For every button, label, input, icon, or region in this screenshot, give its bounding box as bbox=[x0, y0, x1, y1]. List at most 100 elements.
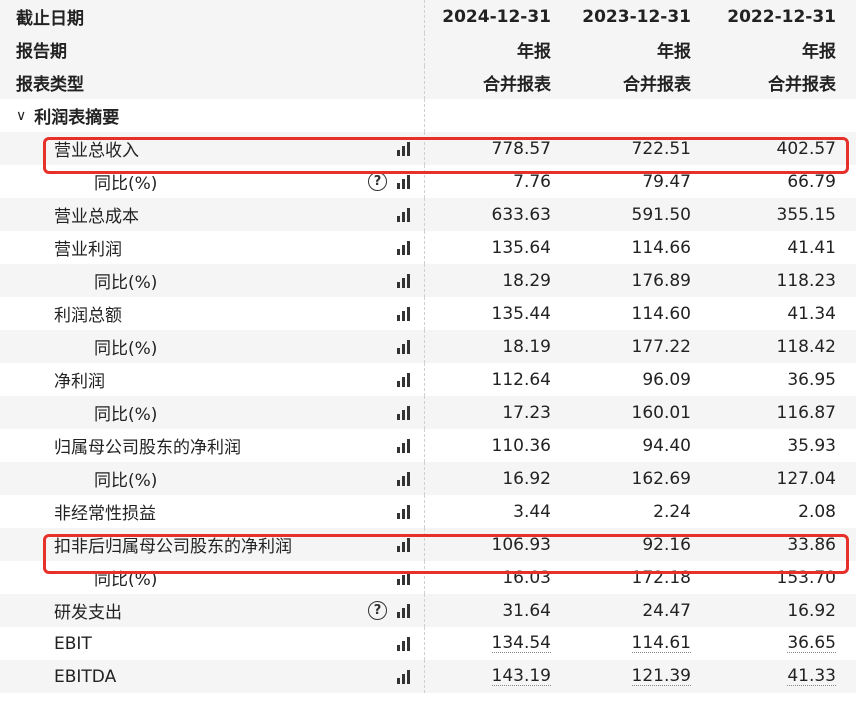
section-toggle-income-summary[interactable]: ∨ 利润表摘要 bbox=[0, 99, 856, 132]
cell-2022[interactable]: 41.33 bbox=[705, 660, 856, 693]
cell-value[interactable]: 114.61 bbox=[631, 633, 691, 653]
cell-value: 96.09 bbox=[642, 369, 691, 390]
help-icon[interactable]: ? bbox=[368, 601, 387, 620]
cell-value[interactable]: 143.19 bbox=[491, 666, 551, 686]
cell-value[interactable]: 134.54 bbox=[491, 633, 551, 653]
row-label: 非经常性损益 bbox=[0, 495, 425, 528]
row-label-text: 营业总收入 bbox=[54, 141, 139, 161]
cell-2024: 633.63 bbox=[425, 198, 565, 231]
row-label-text: 归属母公司股东的净利润 bbox=[54, 438, 241, 458]
row-label: 同比(%) bbox=[0, 396, 425, 429]
cell-value: 24.47 bbox=[642, 600, 691, 621]
cell-value: 112.64 bbox=[491, 369, 551, 390]
cell-2024[interactable]: 143.19 bbox=[425, 660, 565, 693]
bar-chart-icon[interactable] bbox=[397, 537, 410, 552]
bar-chart-icon[interactable] bbox=[397, 471, 410, 486]
cell-2024: 17.23 bbox=[425, 396, 565, 429]
help-icon[interactable]: ? bbox=[368, 172, 387, 191]
cell-value: 18.29 bbox=[502, 270, 551, 291]
cell-2022: 116.87 bbox=[705, 396, 856, 429]
cell-value: 94.40 bbox=[642, 435, 691, 456]
row-label: 营业总成本 bbox=[0, 198, 425, 231]
bar-chart-icon[interactable] bbox=[397, 339, 410, 354]
bar-chart-icon[interactable] bbox=[397, 603, 410, 618]
cell-2023: 176.89 bbox=[565, 264, 705, 297]
bar-chart-icon[interactable] bbox=[397, 207, 410, 222]
cell-value[interactable]: 41.33 bbox=[787, 666, 836, 686]
table-row: 同比(%) 18.19 177.22 118.42 bbox=[0, 330, 856, 363]
header-col-2023: 2023-12-31 bbox=[582, 6, 691, 27]
cell-value: 162.69 bbox=[631, 468, 691, 489]
cell-value: 591.50 bbox=[631, 204, 691, 225]
row-label: 同比(%) bbox=[0, 330, 425, 363]
bar-chart-icon[interactable] bbox=[397, 306, 410, 321]
bar-chart-icon[interactable] bbox=[397, 273, 410, 288]
header-label: 报表类型 bbox=[0, 66, 425, 99]
cell-value: 402.57 bbox=[776, 138, 836, 159]
cell-2023: 591.50 bbox=[565, 198, 705, 231]
cell-2023: 162.69 bbox=[565, 462, 705, 495]
cell-2024[interactable]: 134.54 bbox=[425, 627, 565, 660]
cell-value: 135.64 bbox=[491, 237, 551, 258]
bar-chart-icon[interactable] bbox=[397, 141, 410, 156]
cell-2024: 3.44 bbox=[425, 495, 565, 528]
cell-value: 177.22 bbox=[631, 336, 691, 357]
cell-value: 3.44 bbox=[513, 501, 551, 522]
row-label-text: 研发支出 bbox=[54, 603, 122, 623]
cell-2022: 2.08 bbox=[705, 495, 856, 528]
bar-chart-icon[interactable] bbox=[397, 372, 410, 387]
cell-value: 66.79 bbox=[787, 171, 836, 192]
bar-chart-icon[interactable] bbox=[397, 240, 410, 255]
chevron-down-icon[interactable]: ∨ bbox=[16, 107, 27, 124]
cell-2024: 112.64 bbox=[425, 363, 565, 396]
row-label-text: 非经常性损益 bbox=[54, 504, 156, 524]
bar-chart-icon[interactable] bbox=[397, 405, 410, 420]
bar-chart-icon[interactable] bbox=[397, 669, 410, 684]
cell-2024: 18.29 bbox=[425, 264, 565, 297]
table-row: EBITDA 143.19 121.39 41.33 bbox=[0, 660, 856, 693]
cell-value: 633.63 bbox=[491, 204, 551, 225]
row-label: 营业总收入 bbox=[0, 132, 425, 165]
cell-2022: 355.15 bbox=[705, 198, 856, 231]
cell-value: 106.93 bbox=[491, 534, 551, 555]
row-label-text: 营业利润 bbox=[54, 240, 122, 260]
cell-2022: 402.57 bbox=[705, 132, 856, 165]
header-col-2024: 2024-12-31 bbox=[442, 6, 551, 27]
bar-chart-icon[interactable] bbox=[397, 570, 410, 585]
table-row: EBIT 134.54 114.61 36.65 bbox=[0, 627, 856, 660]
section-label[interactable]: ∨ 利润表摘要 bbox=[0, 99, 425, 132]
bar-chart-icon[interactable] bbox=[397, 636, 410, 651]
row-label-text: 同比(%) bbox=[94, 570, 158, 590]
row-label-text: 同比(%) bbox=[94, 339, 158, 359]
cell-2024: 7.76 bbox=[425, 165, 565, 198]
cell-value: 79.47 bbox=[642, 171, 691, 192]
income-statement-table: 截止日期 2024-12-31 2023-12-31 2022-12-31 报告… bbox=[0, 0, 856, 693]
row-label: 同比(%) bbox=[0, 561, 425, 594]
cell-2023[interactable]: 121.39 bbox=[565, 660, 705, 693]
row-label: EBIT bbox=[0, 627, 425, 660]
cell-value: 355.15 bbox=[776, 204, 836, 225]
cell-2023: 2.24 bbox=[565, 495, 705, 528]
cell-value[interactable]: 121.39 bbox=[631, 666, 691, 686]
row-label: 净利润 bbox=[0, 363, 425, 396]
cell-2022: 16.92 bbox=[705, 594, 856, 627]
table-row: 同比(%) 17.23 160.01 116.87 bbox=[0, 396, 856, 429]
highlight-box-revenue bbox=[43, 137, 849, 174]
cell-2022[interactable]: 36.65 bbox=[705, 627, 856, 660]
row-label-text: 扣非后归属母公司股东的净利润 bbox=[54, 537, 292, 557]
header-col-2022: 合并报表 bbox=[768, 75, 836, 95]
cell-2023[interactable]: 114.61 bbox=[565, 627, 705, 660]
table-row: 利润总额 135.44 114.60 41.34 bbox=[0, 297, 856, 330]
cell-value[interactable]: 36.65 bbox=[787, 633, 836, 653]
row-label: 扣非后归属母公司股东的净利润 bbox=[0, 528, 425, 561]
header-label: 截止日期 bbox=[0, 0, 425, 33]
header-col-2024: 合并报表 bbox=[483, 75, 551, 95]
header-row-period: 报告期 年报 年报 年报 bbox=[0, 33, 856, 66]
cell-2023: 79.47 bbox=[565, 165, 705, 198]
bar-chart-icon[interactable] bbox=[397, 504, 410, 519]
cell-2022: 41.34 bbox=[705, 297, 856, 330]
row-label: 同比(%) bbox=[0, 264, 425, 297]
row-label: EBITDA bbox=[0, 660, 425, 693]
bar-chart-icon[interactable] bbox=[397, 174, 410, 189]
bar-chart-icon[interactable] bbox=[397, 438, 410, 453]
